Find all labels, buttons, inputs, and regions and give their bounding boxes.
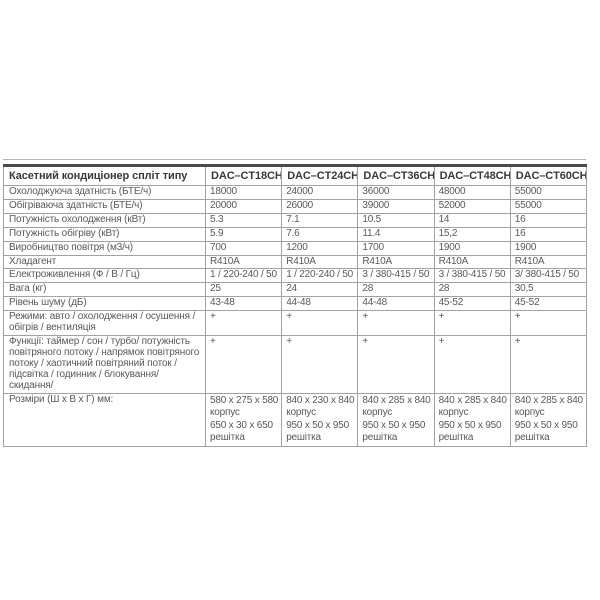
model-header-ct36: DAC–CT36CH: [357, 165, 435, 186]
spec-cell: 44-48: [281, 296, 359, 312]
spec-cell: 7.6: [281, 226, 359, 242]
spec-cell: +: [433, 334, 511, 394]
spec-cell: +: [281, 310, 359, 336]
spec-cell: +: [357, 310, 435, 336]
spec-row-label: Потужність обігріву (кВт): [3, 226, 206, 242]
spec-row: Вага (кг) 25 24 28 28 30,5: [3, 282, 587, 298]
spec-cell: 43-48: [204, 296, 283, 312]
spec-cell: 28: [357, 282, 435, 298]
spec-cell: 10.5: [357, 212, 435, 228]
spec-cell: +: [509, 334, 587, 394]
spec-cell: 20000: [204, 198, 283, 214]
spec-cell: 840 х 230 х 840 корпус 950 х 50 х 950 ре…: [281, 392, 359, 447]
spec-cell: +: [204, 310, 283, 336]
spec-cell: 18000: [204, 185, 283, 200]
spec-cell: 580 х 275 х 580 корпус 650 х 30 х 650 ре…: [204, 392, 283, 447]
spec-row-label: Хладагент: [3, 254, 206, 270]
spec-cell: 16: [509, 226, 587, 242]
spec-row-label: Функції: таймер / сон / турбо/ потужніст…: [3, 334, 206, 394]
spec-cell: 7.1: [281, 212, 359, 228]
spec-row: Виробництво повітря (м3/ч) 700 1200 1700 190…: [3, 240, 587, 256]
spec-row: Розміри (Ш х В х Г) мм: 580 х 275 х 580 к…: [3, 392, 587, 447]
spec-cell: 1 / 220-240 / 50: [281, 268, 359, 284]
spec-row-label: Потужність охолодження (кВт): [3, 212, 206, 228]
spec-cell: 52000: [433, 198, 511, 214]
spec-row-label: Розміри (Ш х В х Г) мм:: [3, 392, 206, 447]
spec-cell: 36000: [357, 185, 435, 200]
top-rule-divider: [3, 159, 586, 160]
spec-cell: 45-52: [433, 296, 511, 312]
spec-cell: 55000: [509, 198, 587, 214]
model-header-ct48: DAC–CT48CH: [433, 165, 511, 186]
spec-cell: 45-52: [509, 296, 587, 312]
spec-row-label: Виробництво повітря (м3/ч): [3, 240, 206, 256]
spec-cell: 26000: [281, 198, 359, 214]
spec-row: Рівень шуму (дБ) 43-48 44-48 44-48 45-52 45-5…: [3, 296, 587, 312]
spec-cell: +: [357, 334, 435, 394]
spec-cell: R410A: [281, 254, 359, 270]
spec-cell: 1700: [357, 240, 435, 256]
spec-row: Функції: таймер / сон / турбо/ потужніст…: [3, 334, 587, 394]
spec-cell: 1900: [509, 240, 587, 256]
spec-cell: R410A: [357, 254, 435, 270]
spec-row: Потужність обігріву (кВт) 5.9 7.6 11.4 15,2 1…: [3, 226, 587, 242]
spec-row-label: Вага (кг): [3, 282, 206, 298]
table-title: Касетний кондиціонер спліт типу: [3, 165, 206, 186]
spec-cell: 28: [433, 282, 511, 298]
spec-cell: 24: [281, 282, 359, 298]
spec-cell: 1900: [433, 240, 511, 256]
spec-row: Потужність охолодження (кВт) 5.3 7.1 10.5 14…: [3, 212, 587, 228]
spec-cell: 55000: [509, 185, 587, 200]
spec-row: Режими: авто / охолодження / осушення / …: [3, 310, 587, 336]
spec-cell: 1200: [281, 240, 359, 256]
spec-row: Електроживлення (Ф / В / Гц) 1 / 220-240 …: [3, 268, 587, 284]
spec-cell: 44-48: [357, 296, 435, 312]
spec-cell: +: [204, 334, 283, 394]
spec-cell: 840 х 285 х 840 корпус 950 х 50 х 950 ре…: [433, 392, 511, 447]
spec-cell: 700: [204, 240, 283, 256]
spec-row: Обігріваюча здатність (БТЕ/ч) 20000 26000 3…: [3, 198, 587, 214]
spec-row-label: Електроживлення (Ф / В / Гц): [3, 268, 206, 284]
spec-cell: R410A: [509, 254, 587, 270]
spec-row-label: Рівень шуму (дБ): [3, 296, 206, 312]
spec-cell: 25: [204, 282, 283, 298]
spec-cell: 5.9: [204, 226, 283, 242]
spec-row-label: Режими: авто / охолодження / осушення / …: [3, 310, 206, 336]
model-header-ct18: DAC–CT18CH: [204, 165, 283, 186]
spec-cell: +: [281, 334, 359, 394]
spec-cell: 16: [509, 212, 587, 228]
spec-cell: 48000: [433, 185, 511, 200]
spec-cell: 840 х 285 х 840 корпус 950 х 50 х 950 ре…: [357, 392, 435, 447]
spec-table-body: Охолоджуюча здатність (БТЕ/ч) 18000 24000 3…: [3, 185, 587, 447]
spec-row: Хладагент R410A R410A R410A R410A R410A: [3, 254, 587, 270]
spec-cell: 11.4: [357, 226, 435, 242]
spec-cell: 5.3: [204, 212, 283, 228]
spec-cell: +: [433, 310, 511, 336]
spec-cell: 39000: [357, 198, 435, 214]
spec-row-label: Обігріваюча здатність (БТЕ/ч): [3, 198, 206, 214]
model-header-ct60: DAC–CT60CH: [509, 165, 587, 186]
spec-cell: 30,5: [509, 282, 587, 298]
spec-cell: 3 / 380-415 / 50: [357, 268, 435, 284]
spec-table: Касетний кондиціонер спліт типу DAC–CT18…: [3, 164, 587, 447]
spec-cell: 3 / 380-415 / 50: [433, 268, 511, 284]
spec-cell: 24000: [281, 185, 359, 200]
spec-cell: 840 х 285 х 840 корпус 950 х 50 х 950 ре…: [509, 392, 587, 447]
spec-cell: +: [509, 310, 587, 336]
header-row: Касетний кондиціонер спліт типу DAC–CT18…: [3, 165, 587, 186]
spec-row-label: Охолоджуюча здатність (БТЕ/ч): [3, 185, 206, 200]
spec-cell: R410A: [433, 254, 511, 270]
spec-cell: R410A: [204, 254, 283, 270]
spec-cell: 3/ 380-415 / 50: [509, 268, 587, 284]
spec-row: Охолоджуюча здатність (БТЕ/ч) 18000 24000 3…: [3, 185, 587, 200]
model-header-ct24: DAC–CT24CH: [281, 165, 359, 186]
spec-cell: 1 / 220-240 / 50: [204, 268, 283, 284]
spec-cell: 15,2: [433, 226, 511, 242]
spec-cell: 14: [433, 212, 511, 228]
